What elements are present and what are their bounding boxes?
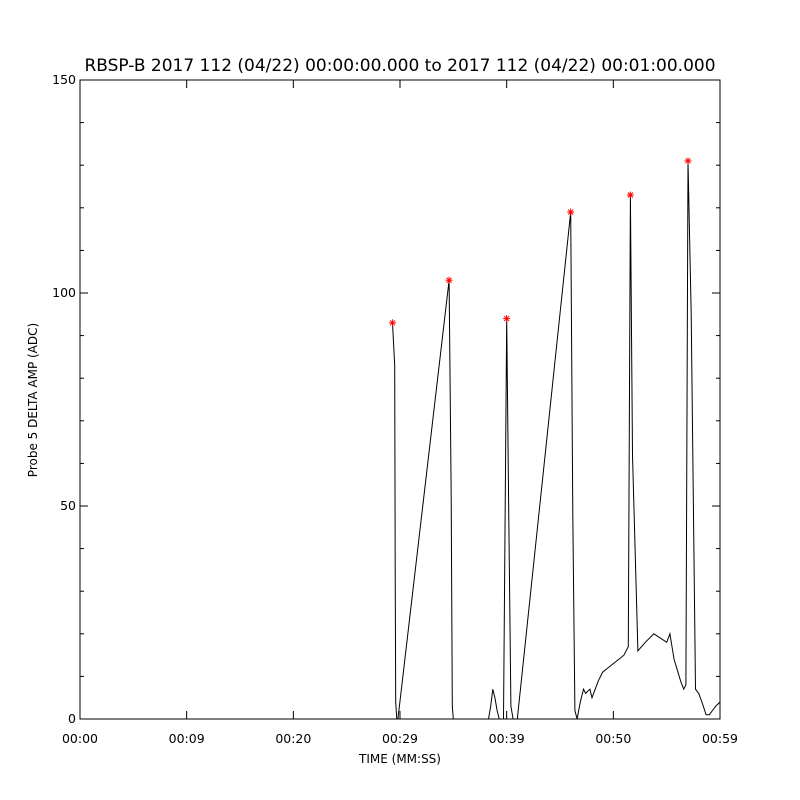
peak-marker <box>445 276 453 284</box>
x-tick-label: 00:29 <box>382 731 418 746</box>
y-tick-label: 100 <box>52 285 76 300</box>
x-tick-label: 00:39 <box>489 731 525 746</box>
x-axis: 00:00 00:09 00:20 00:29 00:39 00:50 00:59 <box>62 80 738 746</box>
y-axis-label: Probe 5 DELTA AMP (ADC) <box>26 323 40 477</box>
peak-marker <box>684 157 692 165</box>
chart-title: RBSP-B 2017 112 (04/22) 00:00:00.000 to … <box>84 56 715 76</box>
series-line <box>392 160 721 720</box>
y-tick-label: 50 <box>60 498 76 513</box>
x-tick-label: 00:00 <box>62 731 98 746</box>
peak-marker <box>503 315 511 323</box>
x-axis-label: TIME (MM:SS) <box>358 752 441 766</box>
peak-markers <box>389 157 692 327</box>
x-tick-label: 00:09 <box>169 731 205 746</box>
peak-marker <box>567 208 575 216</box>
x-tick-label: 00:59 <box>702 731 738 746</box>
x-tick-label: 00:50 <box>595 731 631 746</box>
y-axis: 0 50 100 150 <box>52 72 720 726</box>
y-tick-label: 0 <box>68 711 76 726</box>
peak-marker <box>626 191 634 199</box>
y-tick-label: 150 <box>52 72 76 87</box>
plot-frame <box>79 79 721 720</box>
x-tick-label: 00:20 <box>275 731 311 746</box>
series-layer <box>392 160 721 720</box>
peak-marker <box>389 319 397 327</box>
